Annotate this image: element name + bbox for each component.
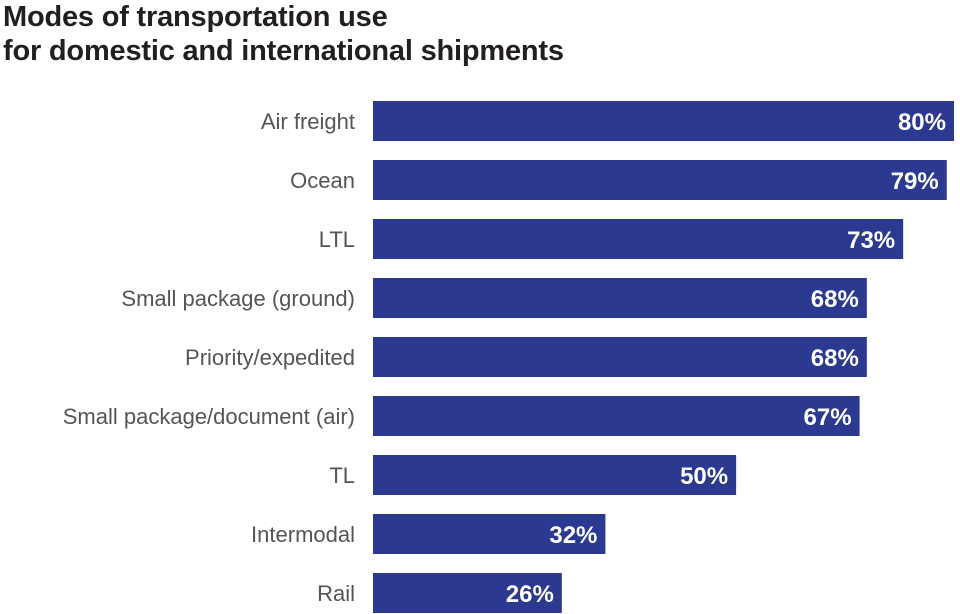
chart-title-line-2: for domestic and international shipments [3, 35, 564, 67]
bar-row: Small package/document (air) 67% [63, 396, 860, 436]
value-label: 80% [898, 109, 946, 136]
category-label: Rail [317, 581, 355, 606]
bar-row: Air freight 80% [261, 101, 954, 141]
value-label: 50% [680, 463, 728, 490]
bar [373, 396, 860, 436]
bar [373, 101, 954, 141]
category-label: Ocean [290, 168, 355, 193]
value-label: 79% [891, 168, 939, 195]
bar-row: Priority/expedited 68% [185, 337, 867, 377]
bar-row: Small package (ground) 68% [121, 278, 867, 318]
bar-row: LTL 73% [319, 219, 904, 259]
category-label: Small package/document (air) [63, 404, 355, 429]
category-label: Small package (ground) [121, 286, 355, 311]
value-label: 32% [549, 522, 597, 549]
category-label: Priority/expedited [185, 345, 355, 370]
category-label: Intermodal [251, 522, 355, 547]
value-label: 26% [506, 581, 554, 608]
value-label: 68% [811, 286, 859, 313]
value-label: 67% [804, 404, 852, 431]
bar [373, 337, 867, 377]
chart-title: Modes of transportation use for domestic… [3, 0, 564, 68]
bar-row: Rail 26% [317, 573, 562, 613]
category-label: Air freight [261, 109, 355, 134]
value-label: 68% [811, 345, 859, 372]
category-label: TL [329, 463, 355, 488]
bar [373, 455, 737, 495]
bar [373, 278, 867, 318]
bar [373, 573, 562, 613]
chart-title-line-1: Modes of transportation use [3, 1, 388, 33]
bar-row: Ocean 79% [290, 160, 947, 200]
value-label: 73% [847, 227, 895, 254]
category-label: LTL [319, 227, 355, 252]
bar [373, 160, 947, 200]
bar [373, 219, 904, 259]
bar-row: Intermodal 32% [251, 514, 606, 554]
bar-row: TL 50% [329, 455, 737, 495]
bar [373, 514, 606, 554]
